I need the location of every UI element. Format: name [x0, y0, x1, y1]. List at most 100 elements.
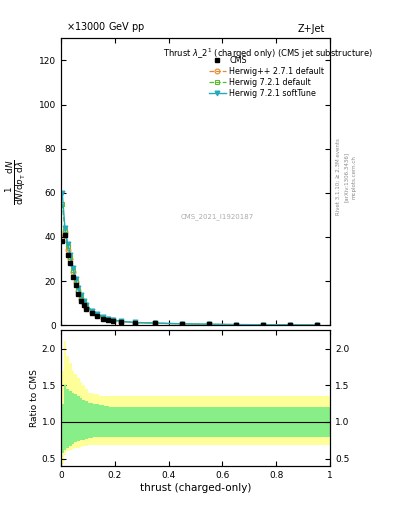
- Herwig 7.2.1 default: [68, 253, 73, 260]
- Herwig 7.2.1 softTune: [79, 292, 83, 298]
- Herwig++ 2.7.1 default: [95, 312, 99, 318]
- CMS: [84, 306, 89, 312]
- Herwig 7.2.1 default: [84, 303, 89, 309]
- Herwig 7.2.1 softTune: [111, 317, 116, 323]
- Line: Herwig++ 2.7.1 default: Herwig++ 2.7.1 default: [60, 230, 319, 327]
- CMS: [132, 320, 137, 326]
- Legend: CMS, Herwig++ 2.7.1 default, Herwig 7.2.1 default, Herwig 7.2.1 softTune: CMS, Herwig++ 2.7.1 default, Herwig 7.2.…: [207, 54, 326, 99]
- Herwig 7.2.1 softTune: [207, 321, 211, 327]
- Herwig 7.2.1 softTune: [119, 318, 124, 324]
- Line: CMS: CMS: [61, 233, 318, 327]
- Herwig 7.2.1 default: [132, 319, 137, 326]
- CMS: [111, 317, 116, 324]
- CMS: [153, 321, 158, 327]
- Herwig 7.2.1 softTune: [60, 190, 64, 196]
- Herwig++ 2.7.1 default: [60, 234, 64, 240]
- Herwig++ 2.7.1 default: [207, 321, 211, 327]
- Herwig++ 2.7.1 default: [90, 309, 94, 315]
- Text: [arXiv:1306.3436]: [arXiv:1306.3436]: [344, 152, 349, 202]
- Herwig 7.2.1 default: [180, 321, 184, 327]
- Herwig 7.2.1 softTune: [106, 315, 110, 322]
- Herwig 7.2.1 softTune: [90, 308, 94, 314]
- Herwig 7.2.1 default: [153, 320, 158, 326]
- Herwig 7.2.1 default: [76, 287, 81, 293]
- Herwig 7.2.1 softTune: [81, 298, 86, 304]
- Herwig 7.2.1 softTune: [84, 302, 89, 308]
- CMS: [71, 273, 75, 280]
- Y-axis label: Ratio to CMS: Ratio to CMS: [30, 369, 39, 427]
- Herwig++ 2.7.1 default: [100, 315, 105, 321]
- CMS: [106, 316, 110, 323]
- Herwig++ 2.7.1 default: [73, 279, 78, 285]
- Herwig 7.2.1 softTune: [287, 322, 292, 328]
- Herwig 7.2.1 default: [111, 317, 116, 324]
- Herwig 7.2.1 softTune: [261, 322, 265, 328]
- Text: $\frac{1}{\mathrm{d}N/\mathrm{d}p_\mathrm{T}}\frac{\mathrm{d}N}{\mathrm{d}\lambd: $\frac{1}{\mathrm{d}N/\mathrm{d}p_\mathr…: [4, 159, 28, 205]
- Herwig++ 2.7.1 default: [79, 295, 83, 302]
- Herwig 7.2.1 softTune: [62, 225, 67, 231]
- Herwig 7.2.1 default: [90, 308, 94, 314]
- Herwig 7.2.1 default: [81, 299, 86, 305]
- CMS: [100, 315, 105, 322]
- Herwig++ 2.7.1 default: [68, 256, 73, 262]
- Herwig++ 2.7.1 default: [65, 247, 70, 253]
- Herwig++ 2.7.1 default: [180, 321, 184, 327]
- Text: Z+Jet: Z+Jet: [298, 24, 325, 34]
- Herwig++ 2.7.1 default: [76, 288, 81, 294]
- Herwig 7.2.1 softTune: [71, 265, 75, 271]
- Herwig 7.2.1 softTune: [153, 320, 158, 326]
- Herwig 7.2.1 softTune: [100, 314, 105, 320]
- Herwig 7.2.1 default: [79, 293, 83, 300]
- Herwig 7.2.1 default: [73, 278, 78, 284]
- CMS: [90, 310, 94, 316]
- Herwig 7.2.1 default: [261, 322, 265, 328]
- Herwig 7.2.1 softTune: [73, 276, 78, 282]
- CMS: [79, 298, 83, 304]
- Text: $\times$13000 GeV pp: $\times$13000 GeV pp: [66, 20, 146, 34]
- Herwig 7.2.1 softTune: [180, 321, 184, 327]
- Herwig++ 2.7.1 default: [314, 322, 319, 328]
- Herwig++ 2.7.1 default: [81, 300, 86, 306]
- Herwig 7.2.1 default: [207, 321, 211, 327]
- Herwig 7.2.1 default: [287, 322, 292, 328]
- Herwig++ 2.7.1 default: [153, 320, 158, 326]
- Herwig++ 2.7.1 default: [287, 322, 292, 328]
- Herwig 7.2.1 default: [62, 227, 67, 233]
- Herwig 7.2.1 softTune: [76, 285, 81, 291]
- Herwig 7.2.1 default: [65, 243, 70, 249]
- Herwig 7.2.1 default: [95, 312, 99, 318]
- Herwig++ 2.7.1 default: [111, 317, 116, 324]
- Herwig 7.2.1 softTune: [233, 322, 238, 328]
- Text: Rivet 3.1.10; ≥ 2.3M events: Rivet 3.1.10; ≥ 2.3M events: [336, 138, 341, 215]
- Herwig++ 2.7.1 default: [261, 322, 265, 328]
- CMS: [81, 302, 86, 308]
- CMS: [60, 238, 64, 244]
- CMS: [73, 282, 78, 288]
- Herwig 7.2.1 softTune: [132, 319, 137, 326]
- Herwig 7.2.1 default: [119, 318, 124, 325]
- CMS: [68, 260, 73, 266]
- Line: Herwig 7.2.1 default: Herwig 7.2.1 default: [60, 201, 319, 327]
- Text: CMS_2021_I1920187: CMS_2021_I1920187: [180, 213, 253, 220]
- Herwig 7.2.1 softTune: [95, 311, 99, 317]
- CMS: [62, 231, 67, 238]
- Herwig 7.2.1 default: [314, 322, 319, 328]
- Herwig++ 2.7.1 default: [233, 322, 238, 328]
- Herwig 7.2.1 default: [233, 322, 238, 328]
- CMS: [95, 313, 99, 319]
- Herwig 7.2.1 softTune: [68, 251, 73, 258]
- Text: mcplots.cern.ch: mcplots.cern.ch: [352, 155, 357, 199]
- CMS: [287, 322, 292, 328]
- CMS: [76, 291, 81, 297]
- Herwig++ 2.7.1 default: [71, 269, 75, 275]
- CMS: [261, 322, 265, 328]
- Herwig 7.2.1 default: [71, 267, 75, 273]
- Herwig 7.2.1 default: [60, 201, 64, 207]
- CMS: [119, 319, 124, 325]
- CMS: [314, 322, 319, 328]
- Line: Herwig 7.2.1 softTune: Herwig 7.2.1 softTune: [60, 190, 319, 327]
- CMS: [207, 322, 211, 328]
- CMS: [65, 251, 70, 258]
- CMS: [180, 321, 184, 327]
- Herwig++ 2.7.1 default: [132, 319, 137, 326]
